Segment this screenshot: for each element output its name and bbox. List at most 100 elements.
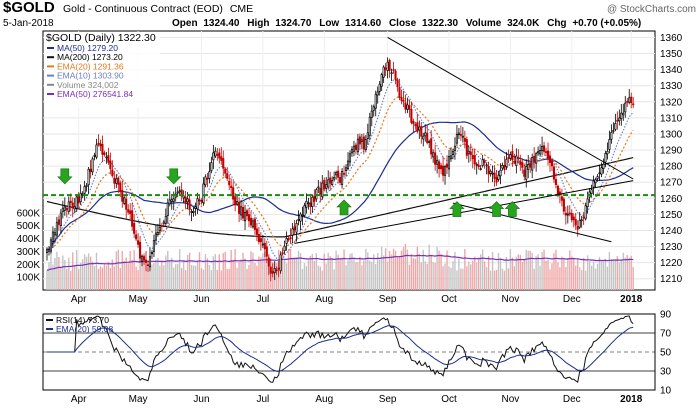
volume-bar (535, 255, 537, 290)
volume-bar (175, 264, 177, 290)
low-value: 1314.60 (345, 18, 382, 29)
rsi-ema-line (47, 325, 634, 373)
volume-bar (54, 257, 56, 290)
rsi-date-tick-label: Jul (256, 394, 269, 405)
volume-bar (319, 266, 321, 290)
candle-body (263, 242, 266, 250)
candle-body (319, 187, 322, 195)
candle-body (626, 101, 629, 103)
candle-body (497, 174, 500, 180)
volume-bar (285, 263, 288, 290)
volume-bar (127, 263, 129, 290)
volume-bar (101, 267, 104, 290)
candle-body (327, 179, 330, 188)
volume-bar (507, 268, 510, 290)
volume-bar (586, 255, 589, 290)
volume-bar (224, 251, 226, 290)
volume-bar (222, 253, 224, 290)
volume-bar (117, 249, 119, 290)
candle-body (594, 179, 597, 184)
candle-body (69, 200, 72, 204)
candle-body (142, 256, 146, 261)
volume-value: 324.0K (507, 18, 540, 29)
rsi-tick-label: 30 (660, 367, 672, 378)
legend-entry: MA(50) 1279.20 (57, 43, 118, 53)
candle-body (131, 210, 134, 227)
volume-bar (157, 257, 159, 290)
candle-body (455, 133, 458, 144)
volume-bar (87, 253, 90, 290)
candle-body (87, 168, 90, 186)
volume-bar (624, 257, 626, 290)
candle-body (499, 169, 502, 177)
candle-body (410, 109, 413, 123)
volume-bar (93, 266, 96, 290)
chg-label: Chg (547, 18, 566, 29)
candle-body (442, 165, 445, 176)
volume-bar (52, 264, 54, 290)
volume-bar (388, 251, 391, 290)
volume-bar (202, 269, 205, 290)
candle-body (580, 219, 583, 222)
price-tick-label: 1240 (660, 226, 683, 237)
candle-body (426, 132, 429, 144)
candle-body (180, 189, 183, 197)
volume-bar (196, 260, 199, 290)
volume-bar (590, 265, 593, 290)
volume-bar (165, 255, 167, 290)
candle-body (51, 231, 54, 242)
price-tick-label: 1350 (660, 49, 683, 60)
candle-body (414, 124, 417, 126)
volume-bar (161, 261, 163, 290)
candle-body (341, 170, 344, 185)
candle-body (606, 150, 609, 155)
candle-body (360, 139, 363, 142)
candle-body (469, 151, 472, 155)
volume-bar (276, 262, 278, 290)
candle-body (434, 152, 437, 165)
volume-bar (81, 259, 84, 290)
volume-bar (361, 265, 363, 290)
candle-body (539, 150, 542, 155)
volume-bar (430, 254, 432, 290)
volume-bar (226, 269, 228, 290)
volume-bar (606, 266, 609, 290)
volume-bar (422, 249, 424, 290)
volume-bar (487, 255, 490, 290)
volume-bar (476, 262, 478, 290)
candle-body (317, 186, 320, 189)
volume-bar (406, 249, 409, 290)
candle-body (47, 249, 51, 252)
volume-bar (579, 267, 581, 290)
candle-body (366, 132, 369, 139)
candle-body (192, 210, 195, 213)
candle-body (362, 136, 365, 150)
date-tick-label: Jul (256, 294, 269, 305)
candle-body (45, 248, 49, 253)
candle-body (590, 189, 593, 194)
candle-body (245, 210, 249, 217)
candle-body (172, 198, 175, 202)
candle-body (479, 168, 482, 170)
candle-body (303, 205, 306, 216)
volume-bar (301, 268, 304, 290)
volume-bar (577, 259, 579, 290)
volume-bar (458, 258, 460, 290)
candle-body (380, 74, 383, 87)
volume-bar (559, 267, 561, 290)
volume-bar (442, 266, 444, 290)
volume-bar (479, 254, 482, 290)
volume-bar (375, 264, 377, 290)
candle-body (279, 254, 282, 272)
instrument-name-text: Gold - Continuous Contract (EOD) (63, 3, 223, 15)
volume-bar (345, 265, 347, 290)
volume-bar (46, 270, 48, 290)
candle-body (105, 156, 108, 159)
candle-body (386, 61, 389, 71)
candle-body (382, 66, 385, 78)
volume-bar (519, 254, 521, 290)
volume-bar (109, 267, 112, 290)
volume-bar (238, 262, 240, 290)
